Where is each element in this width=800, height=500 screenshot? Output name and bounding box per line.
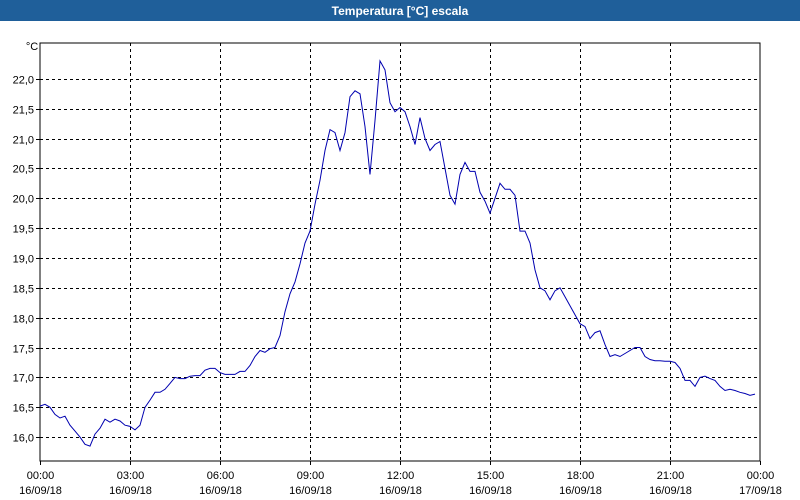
y-tick-label: 17,5 <box>13 344 34 356</box>
x-tick-time-label: 03:00 <box>117 470 145 482</box>
x-tick-time-label: 06:00 <box>207 470 235 482</box>
x-tick-date-label: 16/09/18 <box>19 485 62 497</box>
y-tick-label: 20,0 <box>13 194 34 206</box>
x-tick-date-label: 16/09/18 <box>109 485 152 497</box>
y-unit-label: °C <box>26 41 38 53</box>
x-tick-date-label: 16/09/18 <box>649 485 692 497</box>
x-tick-time-label: 00:00 <box>27 470 55 482</box>
y-tick-label: 18,5 <box>13 284 34 296</box>
y-tick-label: 21,0 <box>13 135 34 147</box>
y-tick-label: 16,0 <box>13 433 34 445</box>
x-tick-date-label: 16/09/18 <box>199 485 242 497</box>
x-tick-date-label: 16/09/18 <box>469 485 512 497</box>
window-title-bar: Temperatura [°C] escala <box>0 0 800 21</box>
y-tick-label: 19,0 <box>13 254 34 266</box>
x-tick-time-label: 00:00 <box>747 470 775 482</box>
window-title: Temperatura [°C] escala <box>331 3 469 18</box>
y-tick-label: 16,5 <box>13 403 34 415</box>
x-tick-date-label: 17/09/18 <box>739 485 782 497</box>
y-tick-label: 19,5 <box>13 224 34 236</box>
x-tick-time-label: 15:00 <box>477 470 505 482</box>
x-tick-time-label: 21:00 <box>657 470 685 482</box>
x-tick-time-label: 18:00 <box>567 470 595 482</box>
x-tick-time-label: 09:00 <box>297 470 325 482</box>
x-tick-time-label: 12:00 <box>387 470 415 482</box>
x-tick-date-label: 16/09/18 <box>559 485 602 497</box>
temperature-series-line <box>39 59 756 447</box>
x-tick-date-label: 16/09/18 <box>289 485 332 497</box>
y-tick-label: 18,0 <box>13 314 34 326</box>
y-tick-label: 17,0 <box>13 373 34 385</box>
y-tick-label: 21,5 <box>13 105 34 117</box>
x-tick-date-label: 16/09/18 <box>379 485 422 497</box>
y-tick-label: 20,5 <box>13 164 34 176</box>
y-tick-label: 22,0 <box>13 75 34 87</box>
